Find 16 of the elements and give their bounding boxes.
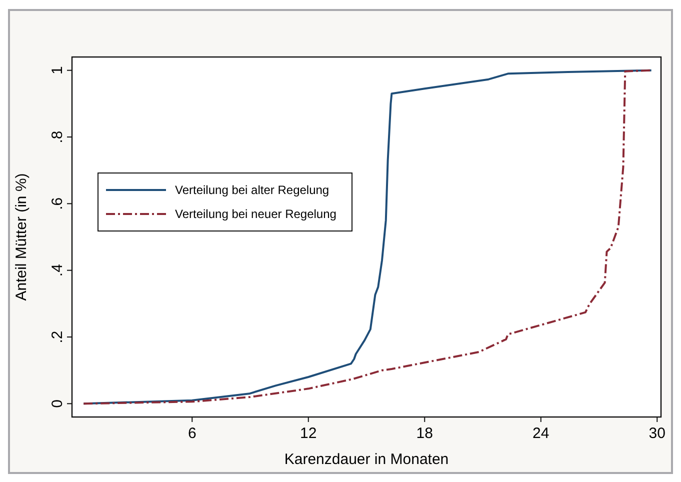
legend-label: Verteilung bei neuer Regelung: [175, 207, 336, 221]
y-tick-label: 0: [49, 399, 66, 408]
y-tick-label: .8: [49, 130, 66, 144]
x-tick-label: 6: [188, 425, 196, 442]
x-tick-label: 18: [416, 425, 433, 442]
y-tick-label: .6: [49, 197, 66, 210]
x-tick-label: 24: [532, 425, 550, 442]
x-tick-label: 12: [300, 425, 317, 442]
line-series: [82, 69, 652, 405]
y-axis-title: Anteil Mütter (in %): [13, 173, 30, 301]
x-axis-title: Karenzdauer in Monaten: [284, 451, 449, 468]
y-tick-label: .2: [49, 330, 66, 344]
x-tick-label: 30: [648, 425, 666, 442]
legend-label: Verteilung bei alter Regelung: [175, 183, 330, 197]
y-tick-label: .4: [49, 264, 66, 277]
y-tick-label: 1: [49, 66, 66, 75]
